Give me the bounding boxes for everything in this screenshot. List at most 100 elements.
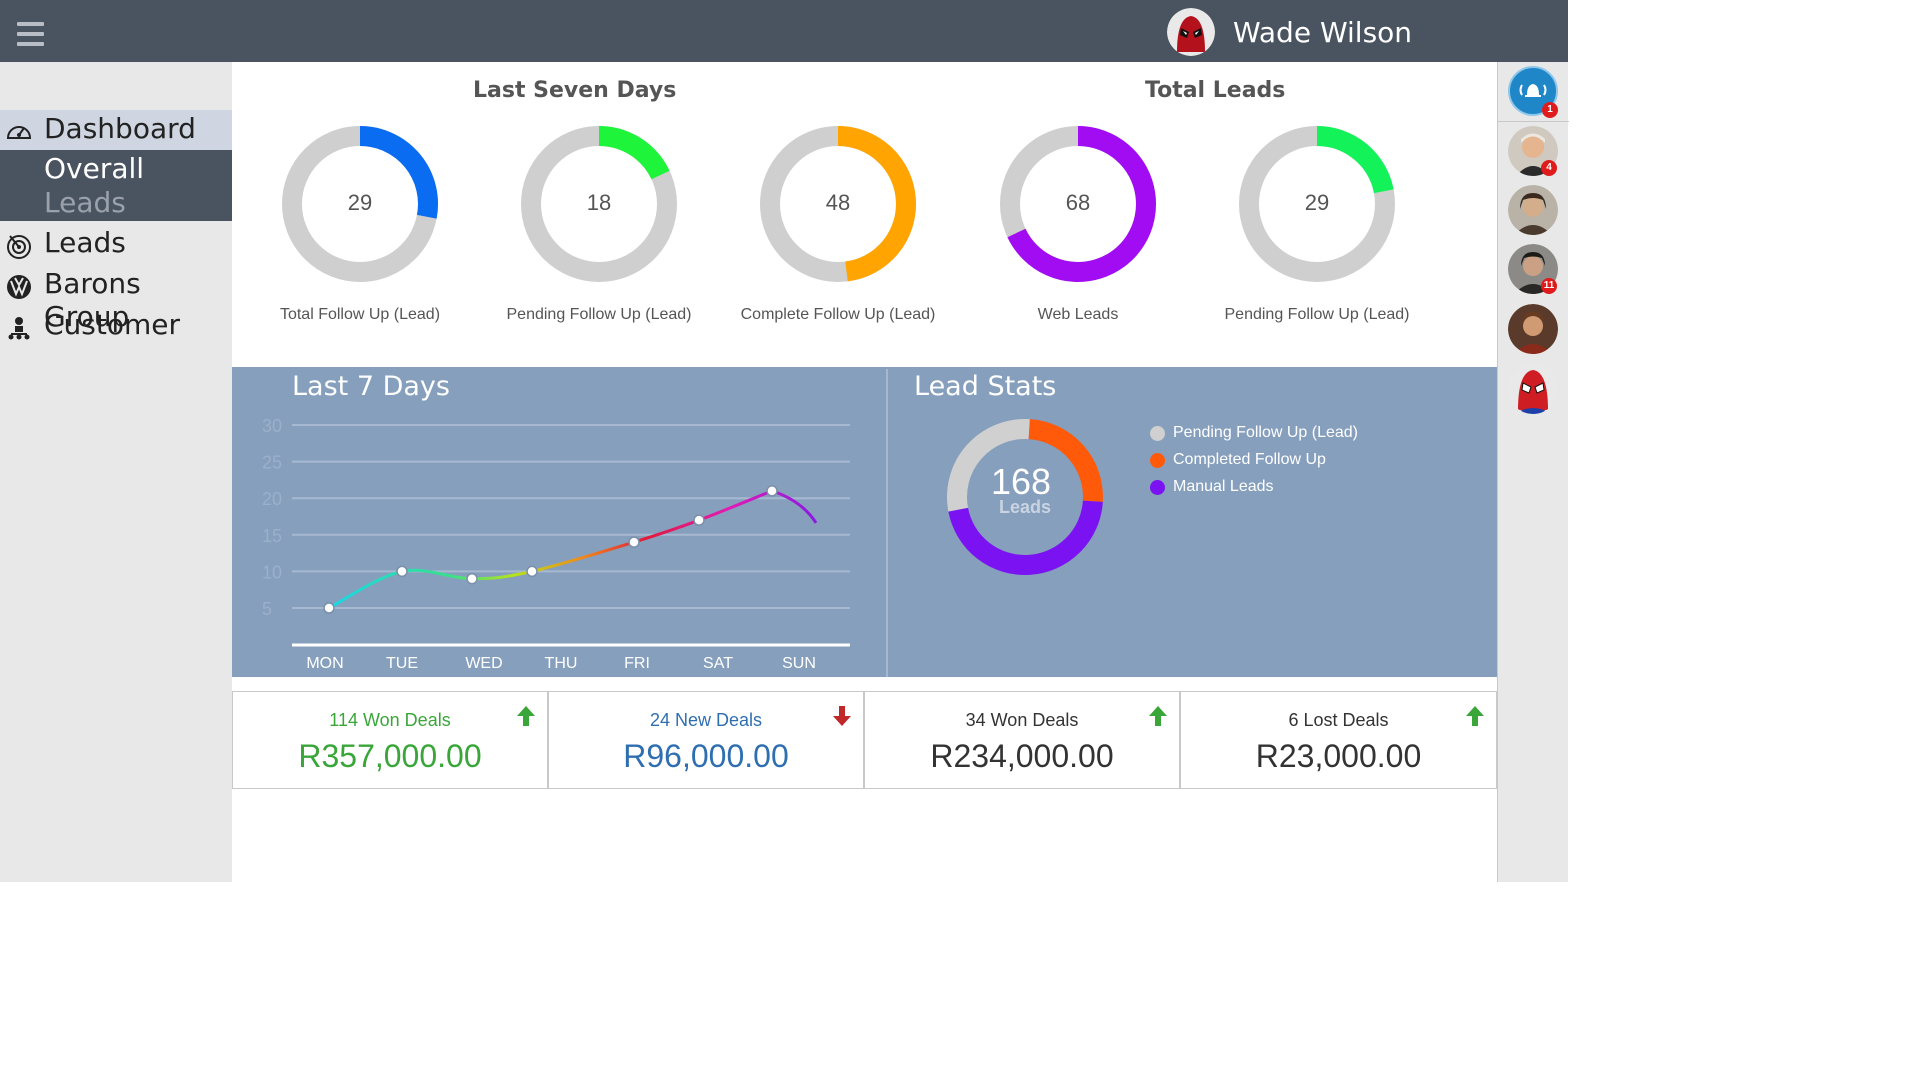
legend-dot [1150,453,1165,468]
y-tick-label: 15 [262,526,282,546]
donut-value: 48 [825,190,851,215]
broadcast-icon [1519,84,1547,97]
deal-card-won-2[interactable]: 34 Won Deals R234,000.00 [864,691,1180,789]
y-tick-label: 20 [262,489,282,509]
donut-label: Pending Follow Up (Lead) [506,306,692,323]
x-tick-label: SAT [703,655,733,672]
donut-chart [760,126,916,282]
contact-avatar[interactable] [1508,126,1558,176]
deal-title: 24 New Deals [649,710,763,730]
data-point[interactable] [628,536,640,548]
contact-avatar[interactable] [1508,364,1558,414]
donut-chart [521,126,677,282]
legend-label: Completed Follow Up [1173,451,1326,468]
donut-chart [282,126,438,282]
section-heading-last-seven-days: Last Seven Days [473,78,677,103]
donut-value: 18 [586,190,612,215]
hamburger-menu-icon[interactable] [17,22,44,48]
trend-up-icon [517,706,535,726]
legend-label: Pending Follow Up (Lead) [1173,424,1358,441]
sidebar-subitem-line1: Overall [44,152,145,185]
deal-title: 114 Won Deals [329,710,451,730]
sidebar-subitem-line2: Leads [44,186,126,219]
target-icon [7,235,31,259]
donut-chart [1000,126,1156,282]
sidebar-item-label: Barons Group [44,267,141,333]
deal-card-new[interactable]: 24 New Deals R96,000.00 [548,691,864,789]
x-tick-label: WED [465,655,502,672]
data-point[interactable] [323,602,335,614]
lead-stats-slice [1028,419,1103,502]
donut-value: 29 [347,190,373,215]
contact-avatar[interactable] [1508,185,1558,235]
sidebar: Dashboard Overall Leads Leads Barons Gro… [0,62,232,882]
deal-amount: R357,000.00 [298,738,482,774]
donut-label: Total Follow Up (Lead) [279,306,441,323]
y-tick-label: 25 [262,453,282,473]
user-avatar[interactable] [1167,8,1215,56]
deal-title: 6 Lost Deals [1288,710,1389,730]
customer-hierarchy-icon [8,317,30,340]
donut-label: Complete Follow Up (Lead) [740,306,936,323]
deal-amount: R234,000.00 [930,738,1114,774]
donut-segment [837,126,916,282]
deal-card-won[interactable]: 114 Won Deals R357,000.00 [232,691,548,789]
deal-title: 34 Won Deals [965,710,1079,730]
sidebar-item-dashboard[interactable]: Dashboard [0,110,232,150]
donut-label: Pending Follow Up (Lead) [1224,306,1410,323]
notification-badge: 1 [1542,102,1558,118]
data-point[interactable] [693,514,705,526]
user-name[interactable]: Wade Wilson [1233,16,1413,49]
donut-segment [1007,126,1156,282]
y-tick-label: 10 [262,562,282,582]
sidebar-item-customer[interactable]: Customer [0,306,232,346]
notification-button[interactable]: 1 [1508,66,1558,118]
rail-divider [1498,121,1569,122]
data-point[interactable] [766,485,778,497]
data-point[interactable] [396,565,408,578]
section-heading-total-leads: Total Leads [1145,78,1286,103]
sidebar-item-leads[interactable]: Leads [0,224,232,264]
lead-stats-total-label: Leads [998,497,1052,517]
x-tick-label: SUN [782,655,816,672]
sidebar-subitem-overall-leads[interactable]: Overall Leads [0,150,232,221]
line-chart-title: Last 7 Days [292,371,450,402]
y-tick-label: 30 [262,416,282,436]
vw-logo-icon [7,275,31,299]
stats-panel [232,367,1497,677]
donut-chart [1239,126,1395,282]
contact-badge: 11 [1541,278,1557,294]
top-bar: Wade Wilson [0,0,1568,62]
stats-panel-divider [886,369,888,677]
trend-up-icon [1149,706,1167,726]
donut-value: 29 [1304,190,1330,215]
data-point[interactable] [526,565,538,578]
deal-amount: R96,000.00 [623,738,789,774]
legend-dot [1150,426,1165,441]
x-tick-label: MON [306,655,343,672]
sidebar-item-barons-group[interactable]: Barons Group [0,265,232,333]
trend-up-icon [1466,706,1484,726]
legend-dot [1150,480,1165,495]
contact-avatar[interactable] [1508,304,1558,354]
x-tick-label: TUE [386,655,418,672]
sidebar-item-label: Dashboard [44,112,196,145]
sidebar-item-label: Customer [44,308,181,341]
donut-segment [359,126,438,219]
x-tick-label: THU [545,655,578,672]
contacts-rail: 1 4 11 [1497,62,1569,882]
donut-segment [1316,126,1394,194]
lead-stats-total: 168 [990,461,1052,502]
trend-down-icon [833,706,851,726]
deal-card-lost[interactable]: 6 Lost Deals R23,000.00 [1180,691,1497,789]
dashboard-gauge-icon [6,126,32,139]
donut-segment [598,126,670,180]
line-chart: 30 25 20 15 10 5 MON TUE WED THU FRI SAT SUN [262,416,850,672]
data-point[interactable] [466,572,478,585]
legend-label: Manual Leads [1173,478,1274,495]
lead-stats-slice [948,500,1103,575]
line-series [328,489,818,610]
deal-amount: R23,000.00 [1255,738,1422,774]
lead-stats-slice [947,419,1030,512]
sidebar-item-label: Leads [44,226,126,259]
